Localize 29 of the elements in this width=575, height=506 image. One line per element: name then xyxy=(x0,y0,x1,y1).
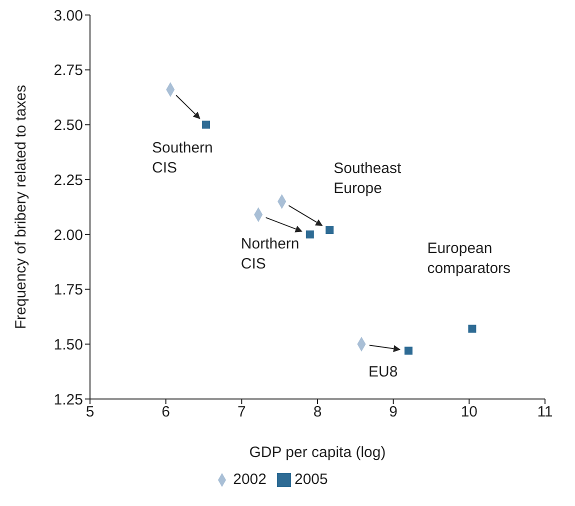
point xyxy=(202,120,210,129)
y-tick-label: 2.00 xyxy=(54,226,83,244)
point xyxy=(404,346,412,355)
y-tick-label: 2.25 xyxy=(54,172,83,189)
point xyxy=(326,226,334,234)
x-tick-label: 10 xyxy=(460,404,478,421)
annotation: Southeast Europe xyxy=(334,160,402,198)
x-axis-title: GDP per capita (log) xyxy=(249,444,386,461)
y-tick-label: 2.50 xyxy=(54,117,83,134)
x-tick-label: 5 xyxy=(86,404,94,421)
y-tick-label: 3.00 xyxy=(54,7,83,24)
annotation: Northern CIS xyxy=(240,235,300,272)
annotation: EU8 xyxy=(368,364,398,381)
y-axis-title: Frequency of bribery related to taxes xyxy=(12,84,30,330)
x-tick-label: 9 xyxy=(389,404,398,421)
x-tick-label: 6 xyxy=(162,404,170,421)
legend-label: 2005 xyxy=(294,471,328,488)
legend-label: 2002 xyxy=(233,471,266,488)
y-tick-label: 1.50 xyxy=(54,336,83,354)
y-tick-label: 1.25 xyxy=(54,391,83,408)
y-tick-label: 1.75 xyxy=(54,282,83,299)
x-tick-label: 7 xyxy=(237,404,246,421)
y-tick-label: 2.75 xyxy=(54,62,83,80)
annotation: Southern CIS xyxy=(152,140,213,177)
x-tick-label: 8 xyxy=(313,404,322,421)
x-tick-label: 11 xyxy=(537,404,553,421)
annotation: European comparators xyxy=(427,240,511,277)
point xyxy=(306,230,314,238)
point xyxy=(468,324,476,333)
